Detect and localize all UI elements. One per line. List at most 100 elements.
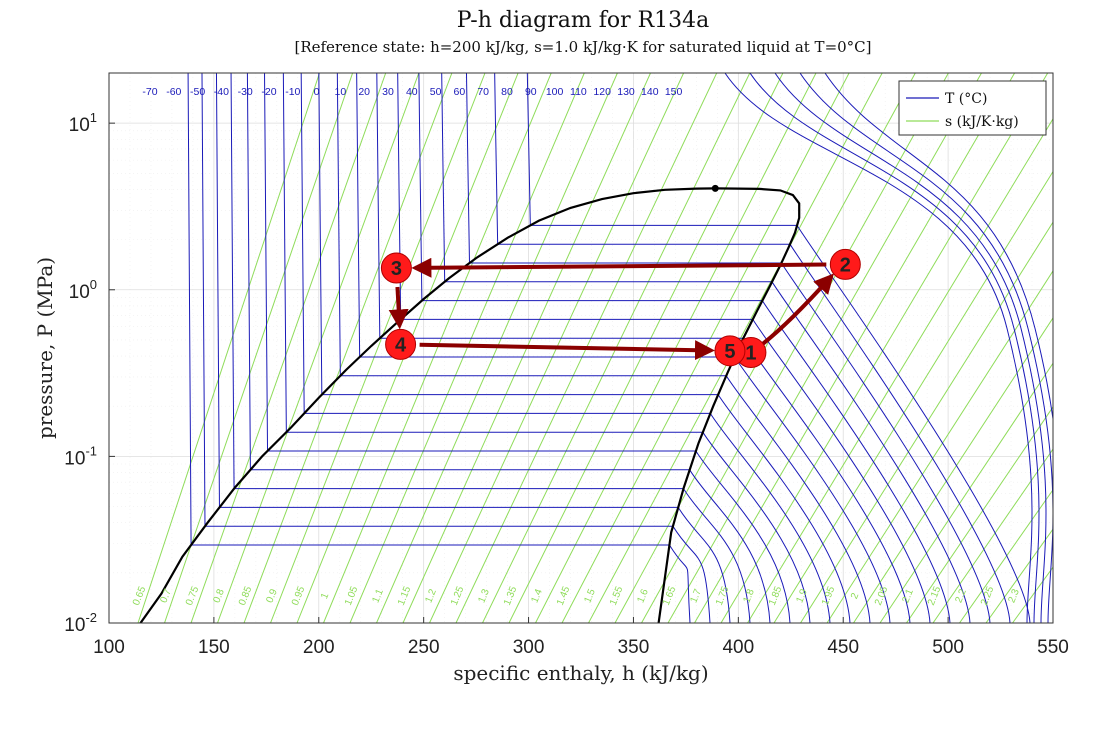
isentrope-line <box>879 362 1053 623</box>
isotherm-liquid-branch <box>494 73 499 245</box>
isotherm-liquid-branch <box>465 73 470 264</box>
x-tick-label: 350 <box>618 637 650 658</box>
isotherm-label: -30 <box>238 86 253 98</box>
isotherm-label: 110 <box>570 86 587 98</box>
isentrope-label: 1.9 <box>794 587 810 604</box>
cycle-point-label-5: 5 <box>724 341 735 363</box>
isentrope-line <box>270 73 486 623</box>
x-tick-label: 200 <box>303 637 335 658</box>
isotherm-vapor-branch <box>669 544 691 623</box>
isotherm-label: -10 <box>285 86 300 98</box>
isotherm-liquid-branch <box>376 73 381 339</box>
cycle-point-label-2: 2 <box>840 254 851 276</box>
isotherm-label: -20 <box>261 86 276 98</box>
isotherm-label: 130 <box>617 86 635 98</box>
chart-subtitle: [Reference state: h=200 kJ/kg, s=1.0 kJ/… <box>294 38 871 56</box>
isotherm-label: -70 <box>142 86 157 98</box>
isotherm-vapor-branch <box>695 450 791 623</box>
isentrope-line <box>853 317 1053 623</box>
isentrope-line <box>747 117 1053 623</box>
isotherm-label: 90 <box>525 86 537 98</box>
isotherm-vapor-branch <box>683 488 751 623</box>
isotherm-liquid-branch <box>246 73 251 470</box>
isotherm-supercritical <box>749 73 1040 623</box>
isentrope-labels: 0.65 0.7 0.75 0.8 0.85 0.9 0.95 1 1.05 1.1 1.15 1.2… <box>131 585 1022 608</box>
isentrope-line <box>932 448 1053 623</box>
isotherm-label: 10 <box>335 86 347 98</box>
isotherm-liquid-branch <box>264 73 269 452</box>
isentrope-line <box>323 73 552 623</box>
isotherm-liquid-branch <box>336 73 341 376</box>
isotherm-label: 0 <box>314 86 320 98</box>
x-tick-label: 400 <box>722 637 754 658</box>
isotherm-vapor-branch <box>796 225 1031 623</box>
isentrope-line <box>349 73 585 623</box>
legend-isentrope-label: s (kJ/K·kg) <box>945 114 1019 130</box>
isentrope-line <box>985 528 1053 623</box>
isentrope-label: 1.1 <box>370 587 386 604</box>
cycle-point-2 <box>829 248 861 280</box>
isentrope-label: 2.2 <box>953 587 969 604</box>
isotherm-tie-lines <box>191 224 798 546</box>
x-tick-label: 550 <box>1037 637 1069 658</box>
isentrope-label: 1.6 <box>635 587 651 604</box>
cycle-point-4 <box>385 328 417 360</box>
isotherm-vapor-branch <box>771 281 971 623</box>
isotherm-label: 100 <box>546 86 564 98</box>
cycle-point-label-3: 3 <box>391 258 402 280</box>
isotherm-vapor-branch <box>761 300 951 623</box>
chart-title: P-h diagram for R134a <box>457 8 710 33</box>
isotherm-supercritical <box>799 73 1053 623</box>
isotherm-liquid-branch <box>397 73 402 320</box>
isentrope-line <box>906 406 1053 623</box>
isotherm-liquid-branch <box>201 73 206 527</box>
legend-isotherm-label: T (°C) <box>945 91 987 107</box>
cycle-point-label-1: 1 <box>745 343 756 365</box>
isentrope-line <box>217 73 420 623</box>
isentrope-label: 0.8 <box>211 587 227 604</box>
refrigeration-cycle: 1 2 3 4 5 <box>380 248 861 369</box>
isentrope-line <box>826 270 1053 623</box>
isotherm-vapor-branch <box>672 525 711 623</box>
legend: T (°C) s (kJ/K·kg) <box>898 80 1047 136</box>
x-tick-label: 150 <box>198 637 230 658</box>
isotherm-label: -50 <box>190 86 205 98</box>
isentrope-line <box>137 73 320 623</box>
isotherm-vapor-branch <box>689 469 771 623</box>
cycle-point-5 <box>714 335 746 367</box>
isotherm-vapor-branch <box>702 431 811 623</box>
isotherm-vapor-branch <box>734 356 891 623</box>
isotherm-label: 70 <box>477 86 489 98</box>
isotherm-liquid-branch <box>318 73 323 395</box>
isotherm-label: 60 <box>454 86 466 98</box>
plot-frame <box>108 72 1054 624</box>
isotherm-label: 30 <box>382 86 394 98</box>
isentrope-line <box>773 170 1053 623</box>
isotherm-liquid-branch <box>215 73 220 508</box>
x-axis-ticks: 100 150 200 250 300 350 400 450 500 550 <box>93 617 1069 658</box>
isotherm-supercritical <box>774 73 1047 623</box>
isotherm-label: 80 <box>501 86 513 98</box>
cycle-path-3-4 <box>388 286 409 330</box>
x-axis-label: specific enthaly, h (kJ/kg) <box>453 661 708 685</box>
isotherm-vapor-branch <box>709 413 831 623</box>
isentrope-line <box>243 73 453 623</box>
isotherm-vapor-branch <box>789 243 1011 623</box>
isotherm-liquid-branch <box>356 73 361 358</box>
isotherm-vapor-branch <box>752 319 931 623</box>
x-tick-label: 300 <box>513 637 545 658</box>
isotherm-vapor-branch <box>780 262 991 623</box>
isentrope-label: 1.8 <box>741 587 757 604</box>
cycle-point-label-4: 4 <box>395 334 407 356</box>
cycle-point-3 <box>380 252 412 284</box>
cycle-path-2-3 <box>411 257 827 278</box>
isentrope-label: 1 <box>319 591 331 601</box>
isotherm-label: 120 <box>593 86 611 98</box>
isotherm-labels: -70 -60 -50 -40 -30 -20 -10 0 10 20 30 40 50 60 70 80 90… <box>142 86 682 98</box>
isotherm-vapor-branch <box>677 507 731 623</box>
x-tick-label: 250 <box>408 637 440 658</box>
isotherm-label: 40 <box>406 86 418 98</box>
cycle-path-4-5 <box>419 340 715 361</box>
isotherm-liquid-branch <box>526 73 531 226</box>
